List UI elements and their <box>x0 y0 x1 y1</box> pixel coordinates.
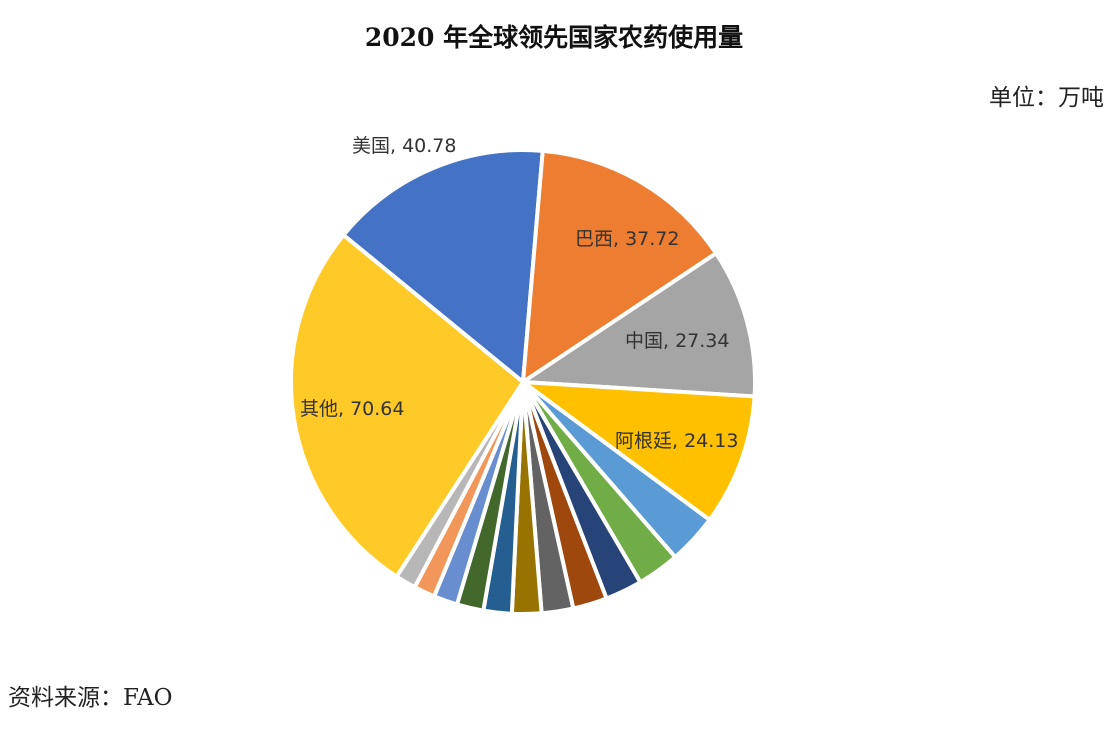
data-label: 其他, 70.64 <box>300 398 404 420</box>
data-label: 阿根廷, 24.13 <box>615 430 738 452</box>
pie-slice-2 <box>516 250 757 399</box>
chart-title: 2020 年全球领先国家农药使用量 <box>364 23 744 52</box>
pie-slice-15 <box>289 232 526 580</box>
pie-slice-3 <box>516 379 757 523</box>
source-note: 资料来源：FAO <box>8 685 173 711</box>
data-label: 巴西, 37.72 <box>575 228 679 250</box>
data-label: 美国, 40.78 <box>352 135 456 157</box>
pie-slice-0 <box>340 148 545 386</box>
pie-slice-1 <box>520 148 719 386</box>
unit-label: 单位：万吨 <box>989 85 1104 111</box>
data-label: 中国, 27.34 <box>625 330 729 352</box>
